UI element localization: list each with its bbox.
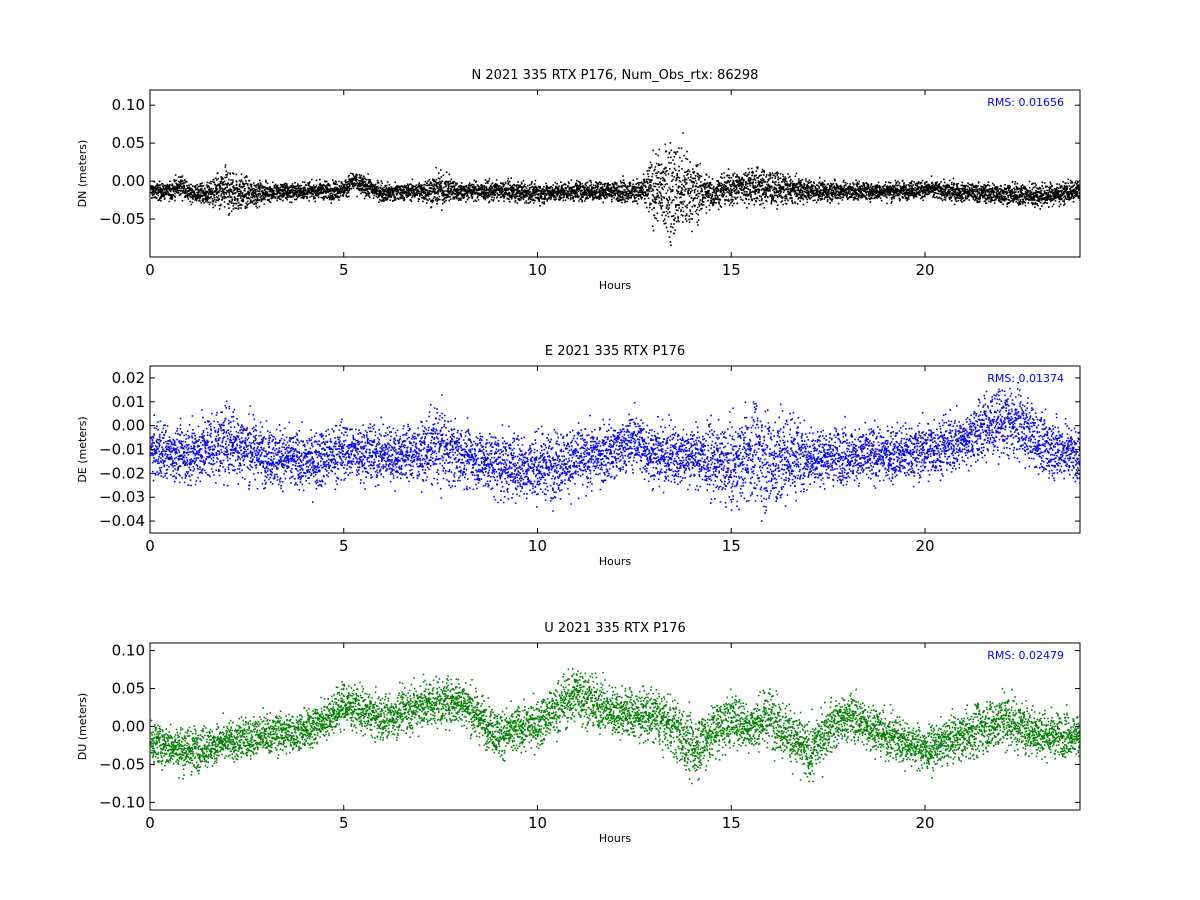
up-rms-annotation: RMS: 0.02479 bbox=[987, 649, 1064, 662]
up-scatter-marks bbox=[150, 668, 1080, 785]
north-scatter-marks bbox=[150, 132, 1080, 246]
east-scatter-marks bbox=[150, 382, 1080, 522]
north-chart-title: N 2021 335 RTX P176, Num_Obs_rtx: 86298 bbox=[472, 68, 759, 83]
up-xtick-label: 10 bbox=[528, 814, 547, 832]
east-ytick-label: −0.03 bbox=[99, 488, 145, 506]
north-xtick-label: 20 bbox=[915, 261, 934, 279]
up-subplot: 0 5 10 15 20 −0.10 −0.05 0.00 0.05 0.10 U 2021 335… bbox=[76, 621, 1081, 845]
north-xtick-label: 10 bbox=[528, 261, 547, 279]
east-rms-annotation: RMS: 0.01374 bbox=[987, 372, 1064, 385]
east-ytick-label: −0.02 bbox=[99, 464, 145, 482]
east-ytick-label: 0.00 bbox=[112, 417, 145, 435]
subplots: 0 5 10 15 20 −0.05 0.00 0.05 0.10 N 2021 335 RTX … bbox=[76, 68, 1081, 845]
north-xtick-label: 15 bbox=[722, 261, 741, 279]
up-xtick-label: 20 bbox=[915, 814, 934, 832]
east-xtick-label: 15 bbox=[722, 537, 741, 555]
east-xtick-label: 10 bbox=[528, 537, 547, 555]
north-data-points bbox=[150, 132, 1080, 246]
east-chart-title: E 2021 335 RTX P176 bbox=[545, 344, 685, 359]
north-ytick-label: 0.00 bbox=[112, 172, 145, 190]
north-subplot: 0 5 10 15 20 −0.05 0.00 0.05 0.10 N 2021 335 RTX … bbox=[76, 68, 1081, 292]
north-xtick-label: 0 bbox=[145, 261, 155, 279]
up-ytick-label: 0.00 bbox=[112, 718, 145, 736]
east-xtick-label: 5 bbox=[339, 537, 349, 555]
north-y-axis-label: DN (meters) bbox=[76, 140, 89, 208]
north-xtick-label: 5 bbox=[339, 261, 349, 279]
east-ytick-label: 0.01 bbox=[112, 393, 145, 411]
north-ytick-label: 0.10 bbox=[112, 96, 145, 114]
east-ytick-label: −0.01 bbox=[99, 441, 145, 459]
east-ytick-label: 0.02 bbox=[112, 369, 145, 387]
north-ytick-label: −0.05 bbox=[99, 210, 145, 228]
up-ytick-label: 0.05 bbox=[112, 680, 145, 698]
up-ytick-label: 0.10 bbox=[112, 642, 145, 660]
east-ytick-label: −0.04 bbox=[99, 512, 145, 530]
north-x-axis-label: Hours bbox=[599, 279, 631, 292]
east-xtick-label: 0 bbox=[145, 537, 155, 555]
east-y-axis-label: DE (meters) bbox=[76, 416, 89, 482]
north-rms-annotation: RMS: 0.01656 bbox=[987, 96, 1064, 109]
up-y-axis-label: DU (meters) bbox=[76, 693, 89, 760]
east-data-points bbox=[150, 382, 1080, 522]
north-axes-frame bbox=[149, 89, 1081, 258]
up-ytick-label: −0.10 bbox=[99, 793, 145, 811]
up-data-points bbox=[150, 668, 1080, 785]
up-xtick-label: 15 bbox=[722, 814, 741, 832]
up-xtick-label: 0 bbox=[145, 814, 155, 832]
east-subplot: 0 5 10 15 20 −0.04 −0.03 −0.02 −0.01 0.00 0.01 0.02… bbox=[76, 344, 1081, 568]
east-xtick-label: 20 bbox=[915, 537, 934, 555]
up-ytick-label: −0.05 bbox=[99, 755, 145, 773]
up-chart-title: U 2021 335 RTX P176 bbox=[544, 621, 686, 636]
up-x-axis-label: Hours bbox=[599, 832, 631, 845]
east-x-axis-label: Hours bbox=[599, 555, 631, 568]
north-ytick-label: 0.05 bbox=[112, 134, 145, 152]
up-xtick-label: 5 bbox=[339, 814, 349, 832]
